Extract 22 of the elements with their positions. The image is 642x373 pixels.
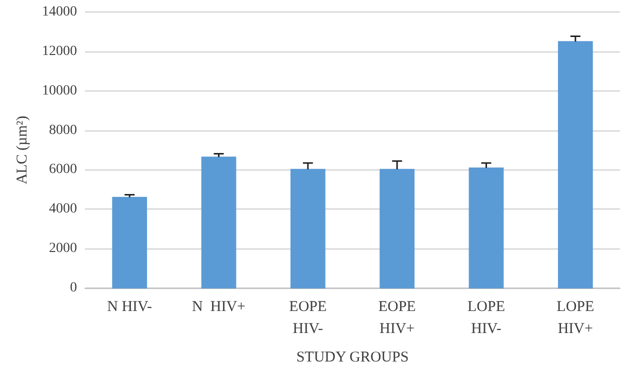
- bar: [112, 196, 148, 288]
- y-tick-label: 2000: [49, 241, 77, 256]
- bar: [558, 41, 593, 288]
- y-axis-title: ALC (µm²): [14, 116, 30, 184]
- x-axis-title: STUDY GROUPS: [296, 350, 409, 366]
- x-tick-label: EOPE HIV-: [289, 299, 327, 337]
- bar: [468, 167, 504, 288]
- x-tick-label: EOPE HIV+: [378, 299, 416, 337]
- bar: [290, 168, 326, 288]
- x-tick-label: N HIV-: [107, 299, 152, 315]
- x-tick-label: LOPE HIV-: [468, 299, 505, 337]
- y-tick-label: 12000: [42, 44, 77, 59]
- y-tick-label: 6000: [49, 162, 77, 178]
- y-tick-label: 14000: [42, 4, 77, 20]
- y-tick-label: 0: [70, 280, 77, 296]
- bar: [380, 168, 415, 288]
- y-tick-label: 10000: [42, 83, 77, 98]
- y-tick-label: 4000: [49, 202, 77, 217]
- x-tick-label: N HIV+: [192, 299, 246, 315]
- y-tick-label: 8000: [49, 122, 77, 138]
- x-tick-label: LOPE HIV+: [556, 299, 594, 337]
- bar: [201, 156, 236, 288]
